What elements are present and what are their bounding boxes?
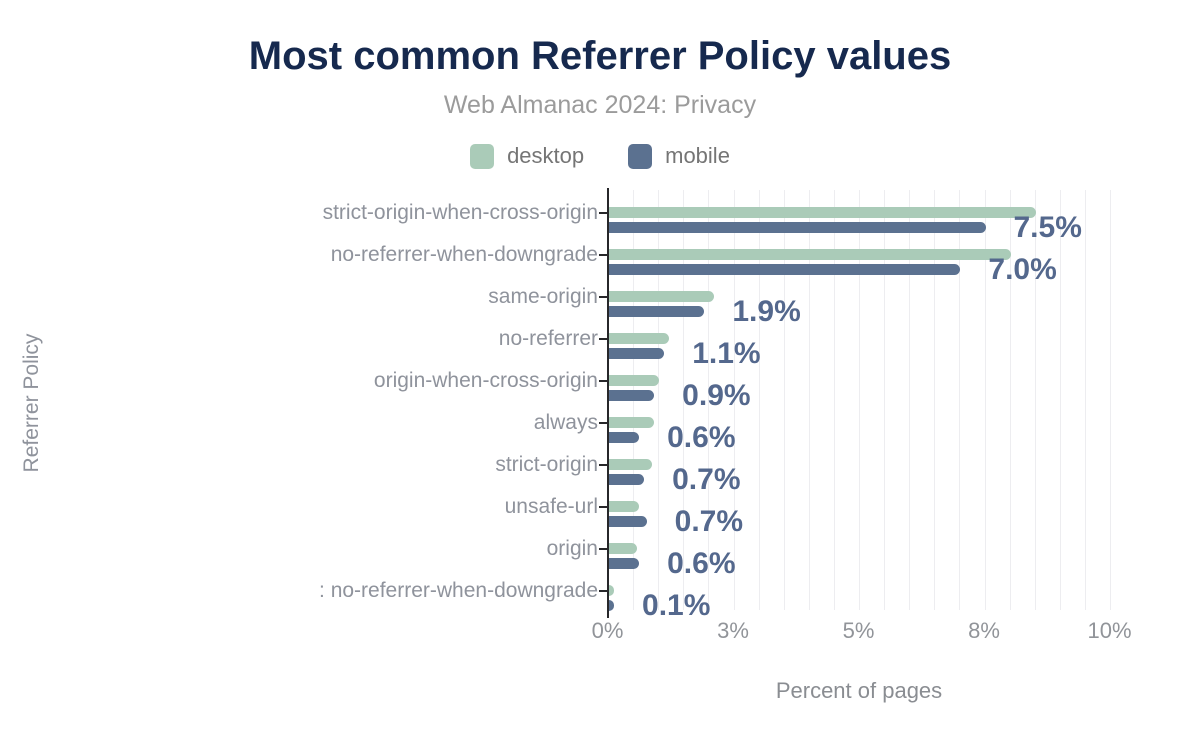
- bar-desktop[interactable]: [609, 501, 640, 512]
- chart-subtitle: Web Almanac 2024: Privacy: [443, 91, 757, 119]
- category-label: same-origin: [488, 285, 598, 308]
- category-tick: [599, 212, 608, 214]
- bar-desktop[interactable]: [609, 207, 1036, 218]
- bar-mobile[interactable]: [609, 264, 961, 275]
- category-tick: [599, 506, 608, 508]
- bar-mobile[interactable]: [609, 390, 655, 401]
- gridline: [909, 190, 911, 610]
- bar-mobile[interactable]: [609, 432, 640, 443]
- category-tick: [599, 254, 608, 256]
- legend-label-mobile: mobile: [665, 143, 730, 168]
- bar-desktop[interactable]: [609, 375, 660, 386]
- legend-swatch-desktop: [470, 143, 495, 169]
- gridline: [1084, 190, 1086, 610]
- gridline: [708, 190, 710, 610]
- gridline: [1009, 190, 1011, 610]
- gridline: [833, 190, 835, 610]
- bar-desktop[interactable]: [609, 585, 615, 596]
- category-label: always: [533, 411, 598, 434]
- value-label: 1.9%: [732, 295, 801, 328]
- bar-desktop[interactable]: [609, 333, 670, 344]
- category-tick: [599, 590, 608, 592]
- chart-title: Most common Referrer Policy values: [248, 34, 952, 78]
- value-label: 0.1%: [642, 589, 711, 622]
- category-label: strict-origin: [495, 453, 598, 476]
- value-label: 0.7%: [672, 463, 741, 496]
- category-tick: [599, 422, 608, 424]
- gridline: [658, 190, 660, 610]
- gridline: [783, 190, 785, 610]
- category-label: origin-when-cross-origin: [373, 369, 598, 392]
- x-tick-label: 8%: [968, 618, 1000, 643]
- bar-mobile[interactable]: [609, 222, 986, 233]
- bar-mobile[interactable]: [609, 474, 645, 485]
- bar-desktop[interactable]: [609, 249, 1011, 260]
- bar-desktop[interactable]: [609, 417, 655, 428]
- gridline: [959, 190, 961, 610]
- value-label: 7.5%: [1013, 211, 1082, 244]
- gridline: [884, 190, 886, 610]
- gridline: [934, 190, 936, 610]
- gridline: [1110, 190, 1111, 610]
- category-tick: [599, 380, 608, 382]
- category-label: no-referrer: [498, 327, 598, 350]
- bar-mobile[interactable]: [609, 558, 640, 569]
- gridline: [758, 190, 760, 610]
- bar-mobile[interactable]: [609, 348, 665, 359]
- x-tick-label: 3%: [717, 618, 749, 643]
- category-tick: [599, 548, 608, 550]
- value-label: 0.9%: [682, 379, 751, 412]
- gridline: [984, 190, 986, 610]
- y-axis-title: Referrer Policy: [20, 333, 43, 473]
- value-label: 1.1%: [692, 337, 761, 370]
- value-label: 0.6%: [667, 547, 736, 580]
- gridline: [808, 190, 810, 610]
- bar-desktop[interactable]: [609, 291, 715, 302]
- category-tick: [599, 338, 608, 340]
- gridline: [1034, 190, 1036, 610]
- bar-desktop[interactable]: [609, 459, 652, 470]
- legend-swatch-mobile: [628, 143, 653, 169]
- x-tick-label: 10%: [1087, 618, 1132, 643]
- legend-item-desktop[interactable]: desktop: [470, 143, 584, 169]
- gridline: [733, 190, 735, 610]
- bar-mobile[interactable]: [609, 306, 705, 317]
- bar-mobile[interactable]: [609, 600, 615, 611]
- value-label: 0.6%: [667, 421, 736, 454]
- x-tick-label: 0%: [591, 618, 624, 643]
- legend-label-desktop: desktop: [507, 143, 585, 168]
- gridline: [683, 190, 685, 610]
- category-label: origin: [546, 537, 598, 560]
- gridline: [1059, 190, 1061, 610]
- category-tick: [599, 464, 608, 466]
- value-label: 7.0%: [988, 253, 1057, 286]
- category-label: unsafe-url: [504, 495, 598, 518]
- x-axis-title: Percent of pages: [775, 678, 943, 703]
- x-tick-label: 5%: [842, 618, 875, 643]
- value-label: 0.7%: [674, 505, 744, 538]
- legend: desktop mobile: [0, 141, 1200, 171]
- legend-item-mobile[interactable]: mobile: [628, 143, 730, 169]
- bar-desktop[interactable]: [609, 543, 637, 554]
- category-label: : no-referrer-when-downgrade: [319, 579, 598, 602]
- bar-mobile[interactable]: [609, 516, 647, 527]
- y-axis-line: [606, 188, 609, 618]
- category-tick: [599, 296, 608, 298]
- gridline: [859, 190, 860, 610]
- category-label: strict-origin-when-cross-origin: [322, 201, 598, 224]
- category-label: no-referrer-when-downgrade: [330, 243, 598, 266]
